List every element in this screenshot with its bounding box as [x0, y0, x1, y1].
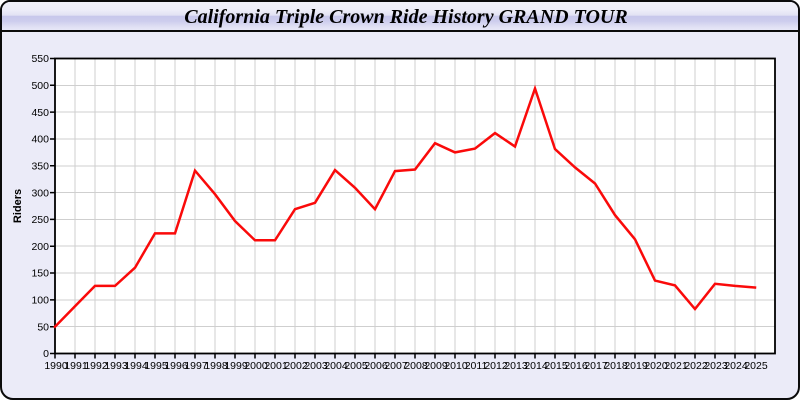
svg-text:Riders: Riders	[12, 189, 24, 223]
svg-text:2002: 2002	[284, 360, 308, 372]
svg-text:1990: 1990	[44, 360, 68, 372]
svg-text:1992: 1992	[84, 360, 108, 372]
svg-text:500: 500	[31, 80, 49, 92]
svg-text:150: 150	[31, 268, 49, 280]
svg-text:350: 350	[31, 161, 49, 173]
svg-text:2025: 2025	[744, 360, 768, 372]
svg-text:200: 200	[31, 241, 49, 253]
svg-text:2005: 2005	[344, 360, 368, 372]
svg-text:0: 0	[43, 348, 49, 360]
svg-text:2018: 2018	[604, 360, 628, 372]
svg-text:300: 300	[31, 187, 49, 199]
svg-text:2022: 2022	[684, 360, 708, 372]
svg-text:1996: 1996	[164, 360, 188, 372]
svg-text:2012: 2012	[484, 360, 508, 372]
svg-text:2004: 2004	[324, 360, 348, 372]
svg-text:1991: 1991	[64, 360, 88, 372]
svg-text:2016: 2016	[564, 360, 588, 372]
svg-text:2007: 2007	[384, 360, 408, 372]
svg-text:2019: 2019	[624, 360, 648, 372]
svg-text:2009: 2009	[424, 360, 448, 372]
svg-text:1998: 1998	[204, 360, 228, 372]
svg-text:1993: 1993	[104, 360, 128, 372]
svg-text:2021: 2021	[664, 360, 688, 372]
svg-text:550: 550	[31, 53, 49, 65]
svg-text:250: 250	[31, 214, 49, 226]
svg-text:450: 450	[31, 107, 49, 119]
svg-text:2006: 2006	[364, 360, 388, 372]
svg-text:400: 400	[31, 134, 49, 146]
svg-text:2023: 2023	[704, 360, 728, 372]
svg-text:2003: 2003	[304, 360, 328, 372]
svg-text:2013: 2013	[504, 360, 528, 372]
svg-text:2020: 2020	[644, 360, 668, 372]
svg-text:2001: 2001	[264, 360, 288, 372]
svg-text:1994: 1994	[124, 360, 148, 372]
svg-text:1997: 1997	[184, 360, 208, 372]
svg-text:2015: 2015	[544, 360, 568, 372]
svg-text:2011: 2011	[465, 360, 488, 372]
svg-text:1995: 1995	[144, 360, 168, 372]
svg-text:2008: 2008	[404, 360, 428, 372]
svg-text:1999: 1999	[224, 360, 248, 372]
svg-text:2000: 2000	[244, 360, 268, 372]
svg-text:2010: 2010	[444, 360, 468, 372]
svg-text:2024: 2024	[724, 360, 748, 372]
svg-text:100: 100	[31, 295, 49, 307]
svg-text:50: 50	[37, 321, 49, 333]
svg-text:2017: 2017	[584, 360, 608, 372]
svg-text:2014: 2014	[524, 360, 548, 372]
